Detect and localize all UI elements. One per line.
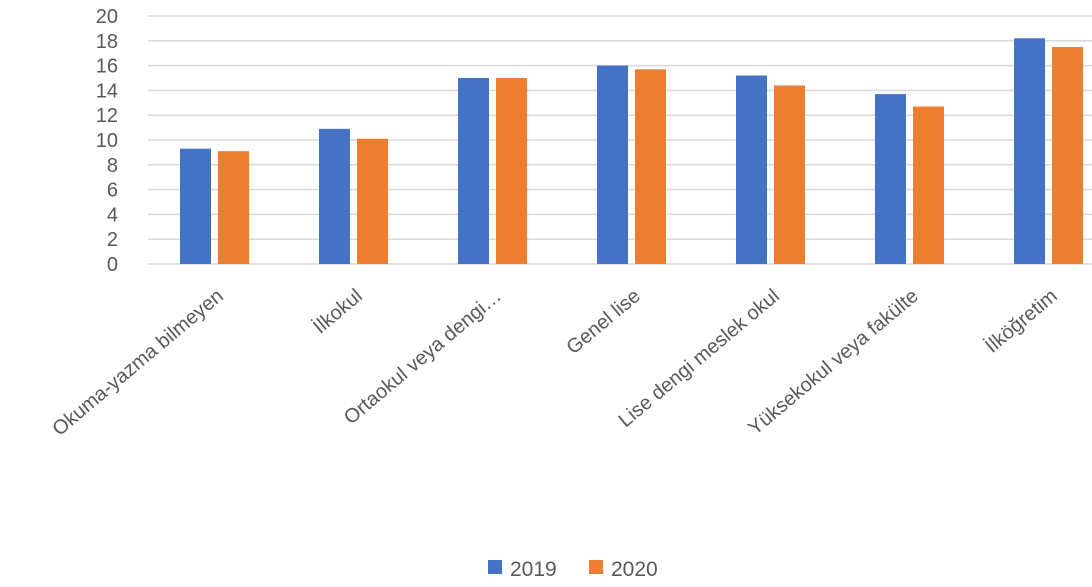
bar-2019-1: [319, 128, 350, 264]
bar-2020-4: [774, 85, 805, 264]
bar-2019-5: [875, 94, 906, 265]
x-category-label: Ortaokul veya dengi…: [340, 285, 506, 429]
legend-label-2020: 2020: [611, 558, 658, 581]
bar-2020-3: [635, 69, 666, 264]
bar-2020-1: [357, 138, 388, 264]
legend-swatch-2020: [589, 560, 603, 574]
y-tick-label: 14: [96, 80, 118, 102]
y-tick-label: 4: [107, 204, 118, 226]
y-tick-label: 8: [107, 155, 118, 177]
x-category-label: Okuma-yazma bilmeyen: [48, 285, 227, 440]
y-tick-label: 10: [96, 130, 118, 152]
legend-swatch-2019: [488, 560, 502, 574]
y-tick-label: 20: [96, 6, 118, 28]
bar-2020-0: [218, 151, 249, 264]
y-tick-label: 18: [96, 31, 118, 53]
bars: [180, 38, 1083, 265]
y-tick-label: 2: [107, 229, 118, 251]
bar-2020-5: [913, 106, 944, 265]
bar-2019-3: [597, 65, 628, 264]
y-tick-label: 12: [96, 105, 118, 127]
y-tick-label: 0: [107, 254, 118, 276]
legend-label-2019: 2019: [510, 558, 557, 581]
legend: 2019 2020: [488, 558, 658, 581]
x-category-label: İlkokul: [308, 284, 366, 338]
x-category-label: İlköğretim: [981, 284, 1062, 357]
x-category-label: Genel lise: [562, 285, 644, 359]
bar-2019-4: [736, 75, 767, 265]
bar-2020-6: [1052, 47, 1083, 264]
bar-2019-2: [458, 78, 489, 264]
bar-2019-6: [1014, 38, 1045, 264]
bar-2020-2: [496, 78, 527, 264]
bar-2019-0: [180, 148, 211, 264]
y-tick-label: 6: [107, 180, 118, 202]
y-tick-label: 16: [96, 56, 118, 78]
